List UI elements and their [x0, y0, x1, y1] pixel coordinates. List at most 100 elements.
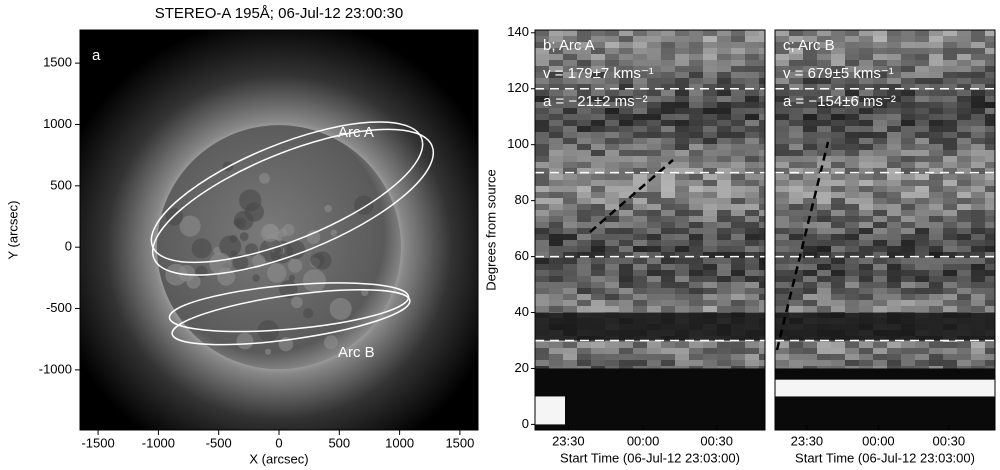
texture — [971, 360, 985, 366]
texture — [803, 192, 817, 198]
texture — [873, 42, 887, 48]
texture — [817, 300, 831, 306]
texture — [915, 258, 929, 264]
texture — [605, 78, 619, 84]
texture — [647, 342, 661, 348]
texture — [943, 120, 957, 126]
texture — [859, 204, 873, 210]
texture — [817, 42, 831, 48]
texture — [745, 144, 759, 150]
texture — [731, 192, 745, 198]
texture — [803, 198, 817, 204]
texture — [675, 144, 689, 150]
texture — [535, 342, 549, 348]
texture — [591, 42, 605, 48]
texture — [929, 264, 943, 270]
texture — [789, 240, 803, 246]
disk-texture — [236, 332, 254, 350]
texture — [661, 78, 675, 84]
texture — [817, 342, 831, 348]
texture — [549, 222, 563, 228]
texture — [577, 96, 591, 102]
texture — [929, 30, 943, 36]
texture — [577, 258, 591, 264]
texture — [647, 204, 661, 210]
texture — [985, 246, 995, 252]
texture — [971, 198, 985, 204]
texture — [731, 300, 745, 306]
texture — [929, 78, 943, 84]
texture — [731, 294, 745, 300]
texture — [661, 138, 675, 144]
texture — [859, 144, 873, 150]
texture — [873, 276, 887, 282]
texture — [535, 294, 549, 300]
texture — [831, 138, 845, 144]
texture — [675, 360, 689, 366]
texture — [703, 150, 717, 156]
texture — [689, 102, 703, 108]
texture — [915, 96, 929, 102]
x-tick-label: 00:00 — [627, 433, 660, 448]
texture — [859, 168, 873, 174]
texture — [619, 306, 633, 312]
texture — [577, 246, 591, 252]
texture — [577, 288, 591, 294]
texture — [859, 270, 873, 276]
texture — [661, 228, 675, 234]
texture — [731, 132, 745, 138]
texture — [675, 30, 689, 36]
texture — [703, 114, 717, 120]
texture — [745, 168, 759, 174]
texture — [985, 264, 995, 270]
texture — [789, 168, 803, 174]
texture — [549, 72, 563, 78]
texture — [661, 150, 675, 156]
texture — [901, 300, 915, 306]
texture — [943, 102, 957, 108]
texture — [943, 96, 957, 102]
texture — [873, 342, 887, 348]
texture — [775, 42, 789, 48]
texture — [633, 222, 647, 228]
texture — [957, 120, 971, 126]
texture — [731, 354, 745, 360]
texture — [577, 120, 591, 126]
texture — [873, 96, 887, 102]
texture — [675, 114, 689, 120]
texture — [817, 108, 831, 114]
texture — [689, 216, 703, 222]
texture — [971, 264, 985, 270]
texture — [845, 78, 859, 84]
texture — [873, 300, 887, 306]
texture — [985, 348, 995, 354]
texture — [619, 180, 633, 186]
texture — [675, 90, 689, 96]
texture — [731, 72, 745, 78]
texture — [675, 240, 689, 246]
texture — [577, 114, 591, 120]
texture — [549, 108, 563, 114]
texture — [563, 276, 577, 282]
texture — [605, 108, 619, 114]
texture — [759, 234, 765, 240]
texture — [689, 54, 703, 60]
texture — [929, 210, 943, 216]
texture — [803, 36, 817, 42]
texture — [845, 90, 859, 96]
texture — [817, 222, 831, 228]
texture — [887, 174, 901, 180]
texture — [591, 276, 605, 282]
texture — [915, 42, 929, 48]
texture — [971, 150, 985, 156]
texture — [887, 252, 901, 258]
texture — [845, 66, 859, 72]
texture — [577, 126, 591, 132]
texture — [873, 270, 887, 276]
texture — [745, 66, 759, 72]
texture — [915, 72, 929, 78]
texture — [619, 258, 633, 264]
texture — [745, 276, 759, 282]
texture — [549, 156, 563, 162]
texture — [633, 282, 647, 288]
